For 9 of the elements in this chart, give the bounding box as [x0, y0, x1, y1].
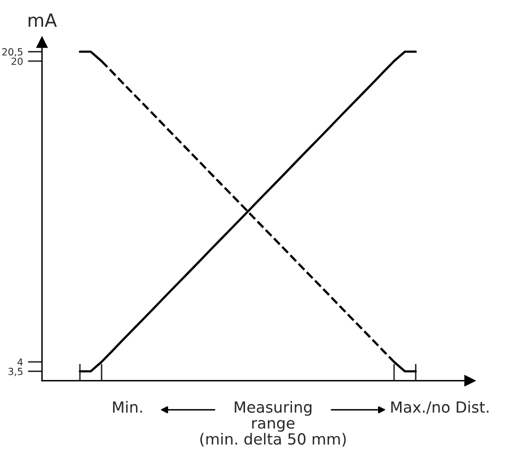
y-tick-label: 20: [12, 58, 23, 65]
text: Max./no Dist.: [391, 401, 488, 414]
y-tick-label: 4: [18, 358, 23, 366]
text: Measuring range (min. delta 50 mm): [200, 401, 346, 447]
y-tick-label: 3,5: [8, 368, 22, 376]
y-axis-title: mA: [28, 14, 57, 27]
y-tick-label: 20,5: [2, 48, 22, 57]
line-series: [78, 50, 417, 372]
text: Min.: [113, 401, 142, 413]
